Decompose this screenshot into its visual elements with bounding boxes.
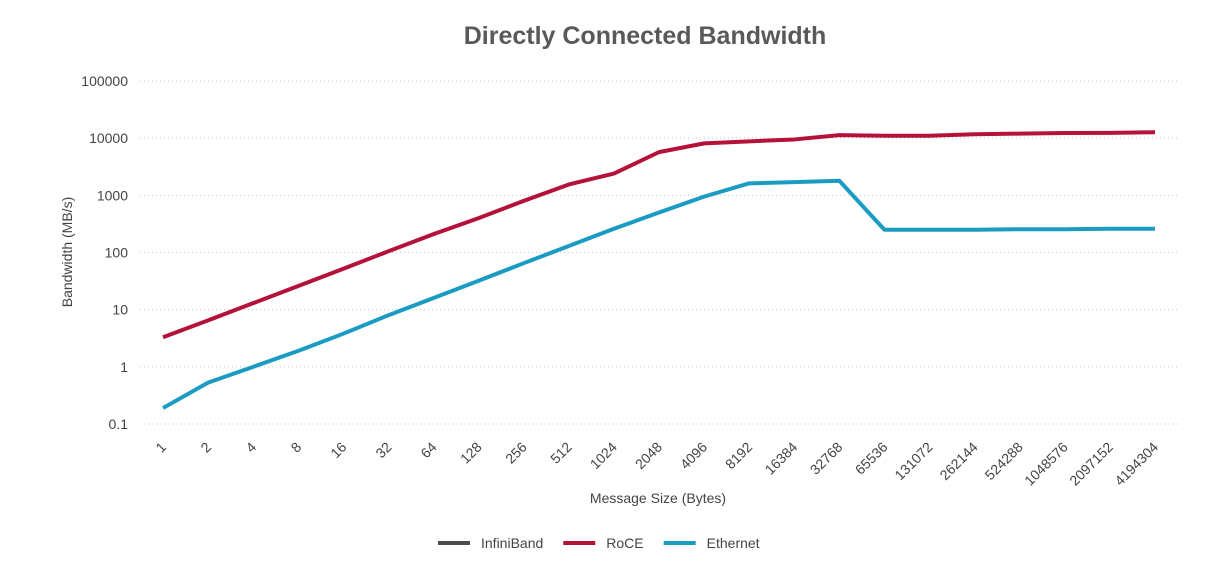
x-tick-label: 4 (242, 439, 259, 456)
legend-label: RoCE (606, 535, 643, 551)
x-tick-label: 64 (417, 439, 439, 461)
x-tick-label: 128 (457, 439, 485, 467)
y-tick-label: 0.1 (109, 416, 129, 432)
y-tick-label: 10 (112, 302, 128, 318)
x-tick-label: 4096 (677, 439, 710, 472)
series-line (162, 130, 1156, 340)
y-tick-label: 1 (120, 359, 128, 375)
x-tick-label: 2048 (632, 439, 665, 472)
x-tick-label: 524288 (981, 439, 1025, 483)
x-tick-label: 256 (502, 439, 530, 467)
x-tick-label: 32768 (807, 439, 846, 478)
x-tick-label: 262144 (936, 439, 980, 483)
x-tick-label: 1024 (587, 439, 620, 472)
x-tick-label: 1048576 (1021, 439, 1071, 489)
chart-title: Directly Connected Bandwidth (464, 22, 827, 50)
x-tick-label: 131072 (891, 439, 935, 483)
x-tick-label: 512 (547, 439, 575, 467)
y-tick-label: 100 (105, 245, 129, 261)
y-tick-label: 10000 (89, 130, 128, 146)
x-tick-label: 16 (327, 439, 349, 461)
x-tick-label: 2097152 (1066, 439, 1116, 489)
x-tick-label: 8192 (722, 439, 755, 472)
x-tick-label: 4194304 (1111, 439, 1161, 489)
x-tick-label: 2 (197, 439, 214, 456)
legend-label: Ethernet (707, 535, 760, 551)
legend-label: InfiniBand (481, 535, 543, 551)
y-tick-label: 1000 (97, 187, 128, 203)
x-tick-label: 8 (288, 439, 305, 456)
y-tick-label: 100000 (81, 73, 128, 89)
x-tick-label: 1 (152, 439, 169, 456)
x-tick-label: 32 (372, 439, 394, 461)
series-line (162, 178, 1155, 410)
y-axis-title: Bandwidth (MB/s) (59, 197, 75, 307)
x-tick-label: 65536 (852, 439, 891, 478)
x-tick-label: 16384 (762, 439, 801, 478)
x-axis-title: Message Size (Bytes) (590, 490, 726, 506)
